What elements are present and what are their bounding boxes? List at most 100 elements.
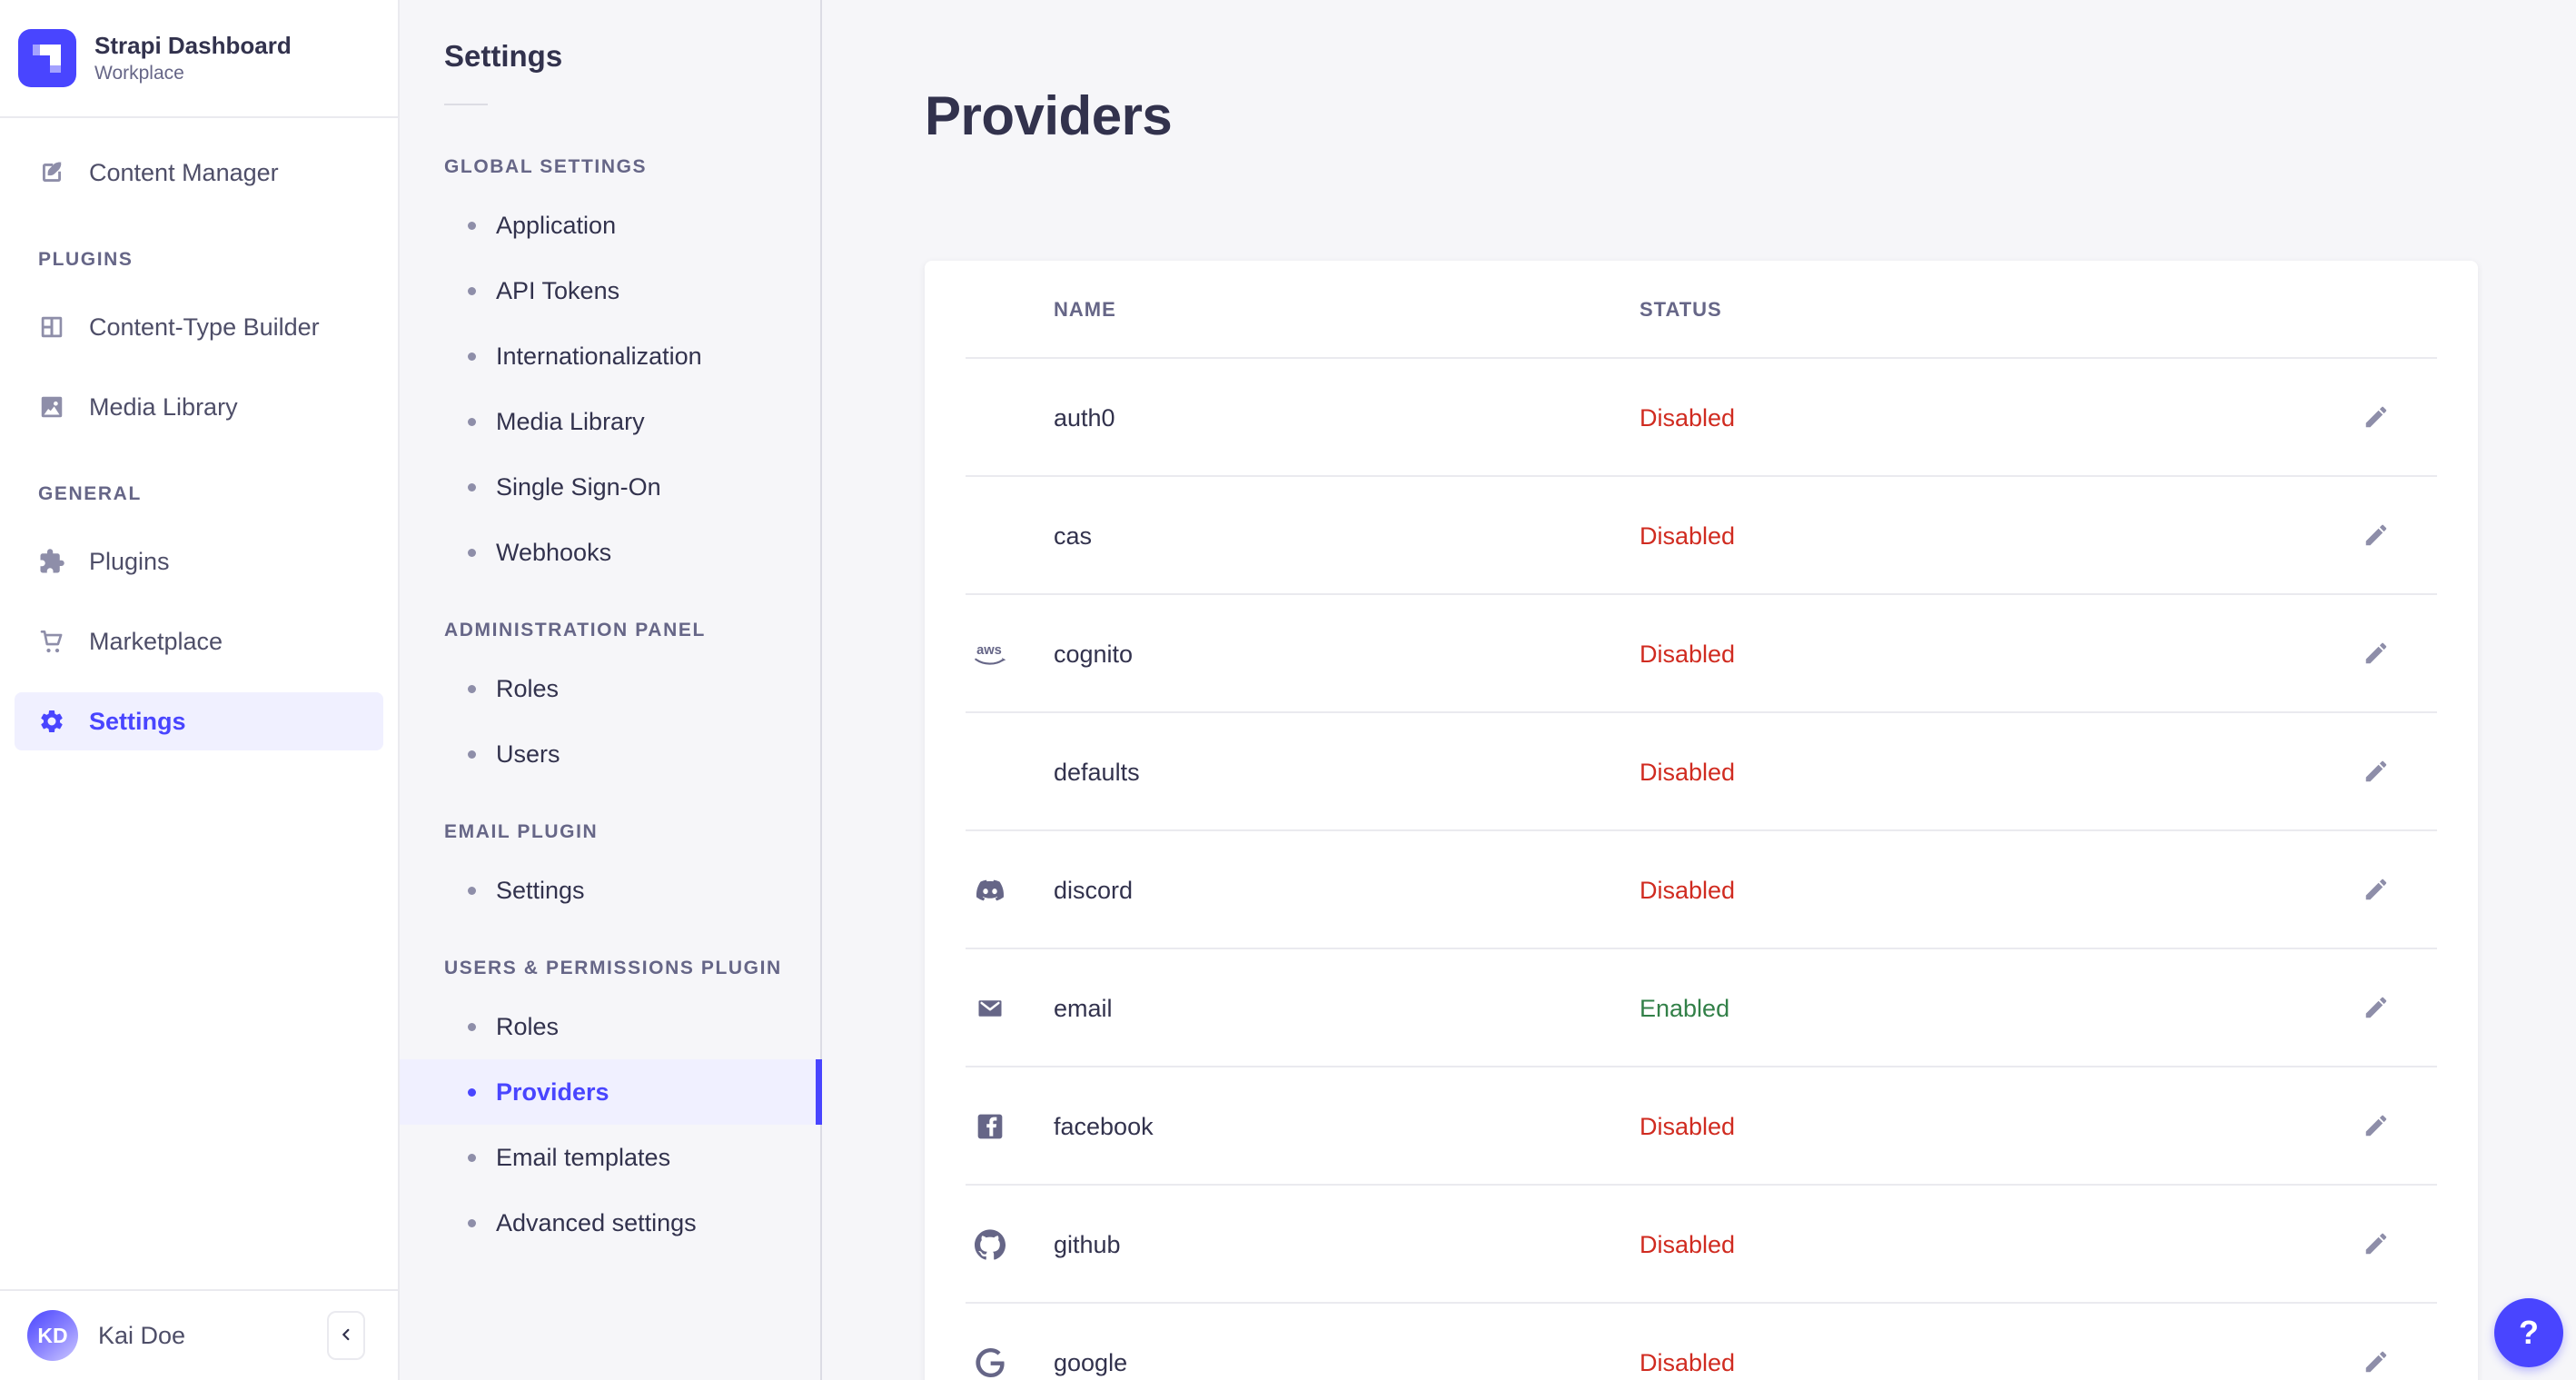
main-sidebar: Strapi Dashboard Workplace Content Manag… [0, 0, 400, 1380]
chevron-left-icon [336, 1325, 356, 1347]
pencil-icon [2363, 758, 2390, 788]
provider-name: email [1054, 994, 1113, 1022]
subnav-item-up-roles[interactable]: Roles [400, 994, 820, 1059]
nav-item-settings[interactable]: Settings [15, 692, 383, 750]
subnav-item-email-settings[interactable]: Settings [400, 858, 820, 923]
nav-item-plugins[interactable]: Plugins [15, 532, 383, 591]
pencil-icon [2363, 876, 2390, 906]
provider-status: Disabled [1640, 1348, 1736, 1376]
provider-status: Disabled [1640, 876, 1736, 904]
edit-provider-button[interactable] [2356, 870, 2396, 910]
nav-item-marketplace[interactable]: Marketplace [15, 612, 383, 670]
nav-section-general: GENERAL [38, 483, 142, 504]
subnav-section-global-settings: GLOBAL SETTINGS [444, 156, 648, 177]
edit-provider-button[interactable] [2356, 516, 2396, 556]
subnav-item-providers[interactable]: Providers [400, 1059, 822, 1125]
subnav-item-label: Media Library [496, 407, 645, 435]
subnav-item-single-sign-on[interactable]: Single Sign-On [400, 454, 820, 520]
subnav-item-email-templates[interactable]: Email templates [400, 1125, 820, 1190]
user-name: Kai Doe [98, 1321, 186, 1349]
subnav-item-application[interactable]: Application [400, 193, 820, 258]
subnav-item-internationalization[interactable]: Internationalization [400, 323, 820, 389]
nav-item-label: Marketplace [89, 627, 223, 655]
subnav-item-label: Email templates [496, 1143, 671, 1171]
puzzle-icon [38, 548, 65, 575]
subnav-section-users-permissions-plugin: USERS & PERMISSIONS PLUGIN [444, 958, 782, 978]
pencil-icon [2363, 1230, 2390, 1260]
nav-item-label: Content Manager [89, 158, 279, 186]
nav-item-content-type-builder[interactable]: Content-Type Builder [15, 298, 383, 356]
subnav-item-label: Application [496, 211, 617, 239]
brand-text: Strapi Dashboard Workplace [94, 32, 292, 84]
edit-provider-button[interactable] [2356, 398, 2396, 438]
pencil-icon [2363, 994, 2390, 1024]
settings-subnav: Settings GLOBAL SETTINGS Application API… [400, 0, 822, 1380]
provider-row: cas Disabled [925, 477, 2478, 596]
provider-name: cas [1054, 521, 1093, 550]
subnav-item-label: Advanced settings [496, 1208, 697, 1236]
collapse-sidebar-button[interactable] [327, 1311, 365, 1360]
workspace-name: Workplace [94, 63, 184, 84]
subnav-item-label: Internationalization [496, 342, 702, 370]
providers-table: NAME STATUS auth0 Disabled cas Disabled [925, 261, 2478, 1380]
nav-item-media-library[interactable]: Media Library [15, 378, 383, 436]
edit-provider-button[interactable] [2356, 634, 2396, 674]
nav-item-label: Plugins [89, 547, 170, 575]
subnav-item-label: Roles [496, 1012, 560, 1040]
subnav-item-label: Single Sign-On [496, 472, 661, 501]
subnav-item-api-tokens[interactable]: API Tokens [400, 258, 820, 323]
feather-icon [38, 159, 65, 186]
provider-status: Disabled [1640, 403, 1736, 432]
provider-row: facebook Disabled [925, 1067, 2478, 1186]
edit-provider-button[interactable] [2356, 752, 2396, 792]
pencil-icon [2363, 1112, 2390, 1142]
user-profile[interactable]: KD Kai Doe [0, 1289, 398, 1380]
provider-row: github Disabled [925, 1186, 2478, 1305]
provider-status: Disabled [1640, 521, 1736, 550]
provider-row: defaults Disabled [925, 713, 2478, 832]
provider-name: cognito [1054, 640, 1134, 668]
discord-icon [970, 874, 1010, 907]
provider-row: aws cognito Disabled [925, 595, 2478, 714]
workspace-switcher[interactable]: Strapi Dashboard Workplace [0, 0, 398, 118]
provider-row: auth0 Disabled [925, 359, 2478, 478]
table-header: NAME STATUS [925, 261, 2478, 360]
provider-name: github [1054, 1230, 1121, 1258]
layout-icon [38, 313, 65, 341]
edit-provider-button[interactable] [2356, 1343, 2396, 1380]
strapi-logo-icon [18, 29, 76, 87]
page-title: Providers [925, 85, 1173, 147]
edit-provider-button[interactable] [2356, 1225, 2396, 1265]
nav-item-content-manager[interactable]: Content Manager [15, 144, 383, 202]
nav-item-label: Settings [89, 707, 186, 735]
picture-icon [38, 393, 65, 421]
google-icon [970, 1346, 1010, 1379]
provider-name: google [1054, 1348, 1128, 1376]
provider-name: defaults [1054, 758, 1140, 786]
app-title: Strapi Dashboard [94, 31, 292, 59]
nav-item-label: Content-Type Builder [89, 313, 320, 341]
subnav-item-admin-users[interactable]: Users [400, 721, 820, 787]
column-header-name: NAME [1054, 298, 1116, 322]
edit-provider-button[interactable] [2356, 988, 2396, 1028]
subnav-item-media-library[interactable]: Media Library [400, 389, 820, 454]
provider-name: discord [1054, 876, 1134, 904]
main-nav: Content Manager PLUGINS Content-Type Bui… [0, 118, 398, 1289]
subnav-item-label: API Tokens [496, 276, 620, 304]
provider-status: Disabled [1640, 1230, 1736, 1258]
gear-icon [38, 708, 65, 735]
aws-icon: aws [970, 638, 1010, 670]
subnav-item-advanced-settings[interactable]: Advanced settings [400, 1190, 820, 1256]
github-icon [970, 1228, 1010, 1261]
provider-status: Disabled [1640, 758, 1736, 786]
provider-row: email Enabled [925, 949, 2478, 1068]
column-header-status: STATUS [1640, 298, 1722, 322]
subnav-section-email-plugin: EMAIL PLUGIN [444, 821, 599, 842]
avatar: KD [27, 1310, 78, 1361]
subnav-item-admin-roles[interactable]: Roles [400, 656, 820, 721]
subnav-item-label: Users [496, 740, 560, 768]
edit-provider-button[interactable] [2356, 1107, 2396, 1147]
subnav-item-webhooks[interactable]: Webhooks [400, 520, 820, 585]
help-button[interactable]: ? [2494, 1298, 2563, 1367]
